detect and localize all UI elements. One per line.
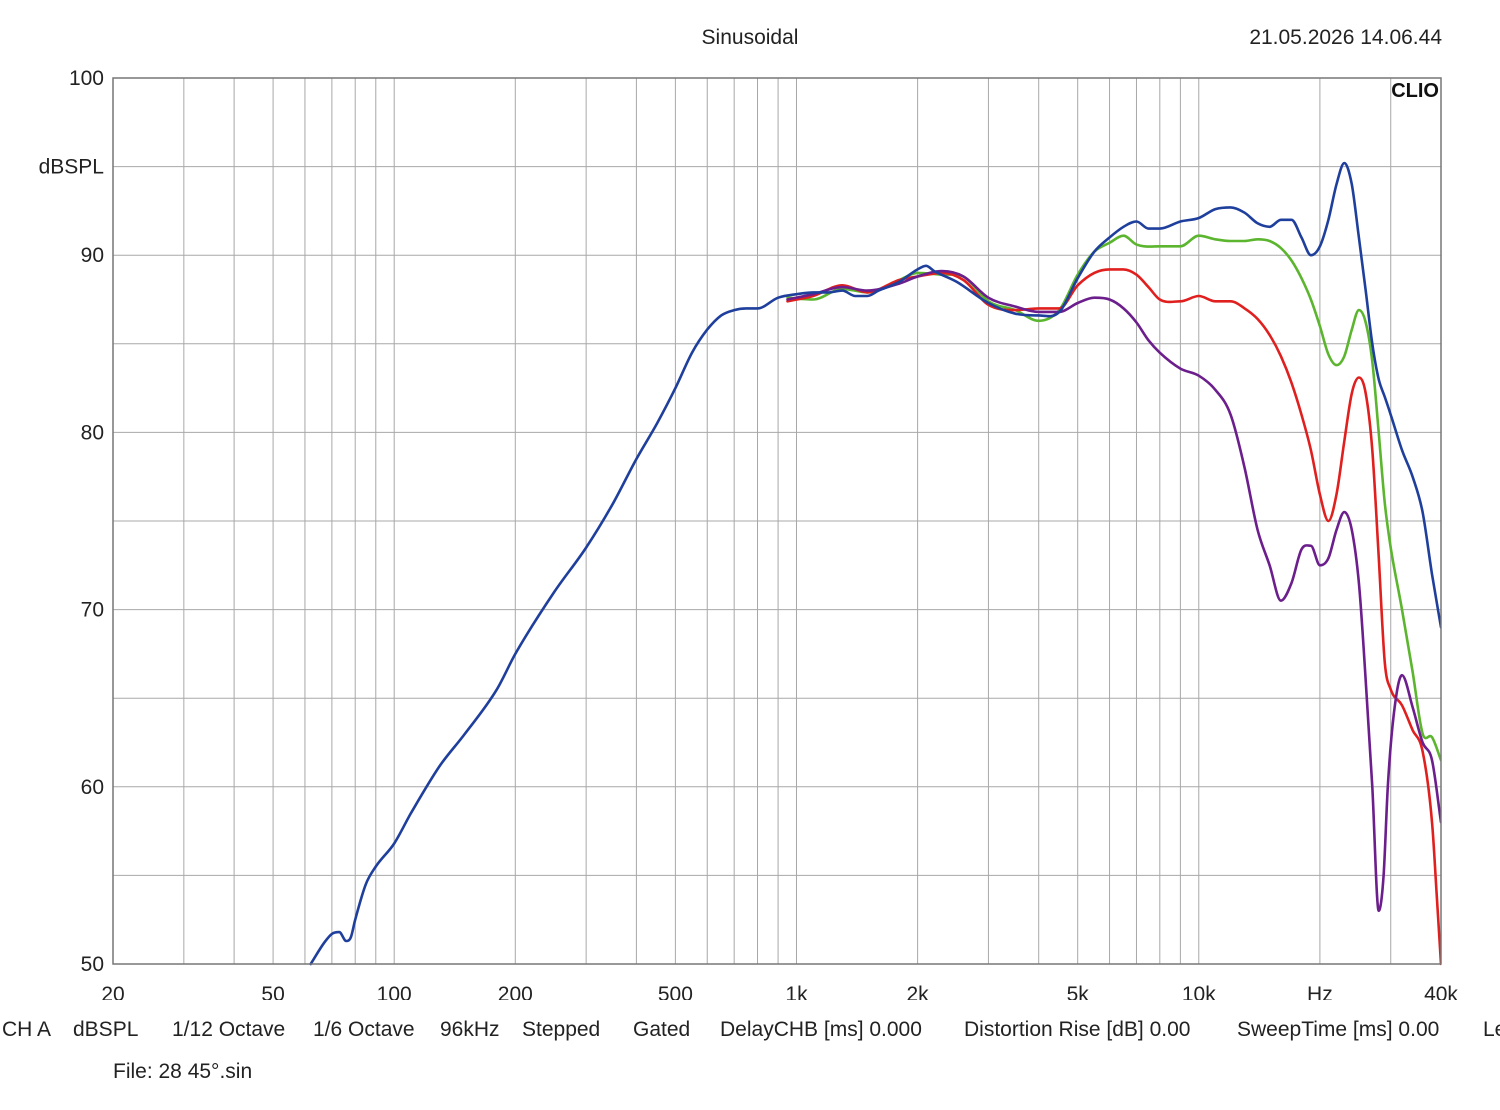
status-delay: DelayCHB [ms] 0.000 xyxy=(720,1018,922,1041)
status-bar: CH A dBSPL 1/12 Octave 1/6 Octave 96kHz … xyxy=(0,1018,1500,1048)
x-tick-label: 5k xyxy=(1067,983,1090,1000)
x-tick-label: 1k xyxy=(785,983,808,1000)
y-tick-label: 80 xyxy=(81,421,104,444)
x-tick-label: 40k xyxy=(1424,983,1458,1000)
datestamp: 21.05.2026 14.06.44 xyxy=(1249,26,1442,49)
y-tick-label: 60 xyxy=(81,776,104,799)
clio-brand-logo: CLIO xyxy=(1391,80,1439,102)
series-line-4 xyxy=(309,161,1441,966)
x-tick-label: Hz xyxy=(1307,983,1333,1000)
x-tick-label: 50 xyxy=(261,983,284,1000)
file-name: File: 28 45°.sin xyxy=(113,1060,253,1083)
status-sweep-time: SweepTime [ms] 0.00 xyxy=(1237,1018,1440,1041)
series-line-3 xyxy=(786,269,1441,913)
chart-background xyxy=(0,0,1500,1000)
y-axis-label: dBSPL xyxy=(39,156,104,179)
y-tick-label: 90 xyxy=(81,244,104,267)
y-tick-label: 50 xyxy=(81,953,104,976)
frequency-response-chart: 100 90 80 70 60 50 20 50 100 200 500 1k 2k 5k 10k Hz 40k… xyxy=(0,0,1500,1000)
status-smoothing-1: 1/12 Octave xyxy=(172,1018,286,1041)
plot-frame xyxy=(112,77,1442,965)
chart-title: Sinusoidal xyxy=(701,26,799,49)
x-tick-label: 20 xyxy=(101,983,124,1000)
y-tick-label: 100 xyxy=(69,67,104,90)
plot-area xyxy=(309,161,1441,966)
status-sample-rate: 96kHz xyxy=(440,1018,500,1041)
y-tick-label: 70 xyxy=(81,599,104,622)
status-distortion-rise: Distortion Rise [dB] 0.00 xyxy=(964,1018,1191,1041)
tick-labels: 100 90 80 70 60 50 20 50 100 200 500 1k 2k 5k 10k Hz 40k xyxy=(69,67,1458,1000)
x-tick-label: 100 xyxy=(377,983,412,1000)
status-smoothing-2: 1/6 Octave xyxy=(313,1018,415,1041)
x-tick-label: 500 xyxy=(658,983,693,1000)
status-unit: dBSPL xyxy=(73,1018,139,1041)
status-sweep-mode: Stepped xyxy=(522,1018,601,1041)
x-tick-label: 200 xyxy=(498,983,533,1000)
x-tick-label: 2k xyxy=(907,983,930,1000)
status-overflow: Le xyxy=(1483,1018,1500,1041)
status-channel: CH A xyxy=(2,1018,52,1041)
status-gating: Gated xyxy=(633,1018,691,1041)
x-tick-label: 10k xyxy=(1182,983,1216,1000)
